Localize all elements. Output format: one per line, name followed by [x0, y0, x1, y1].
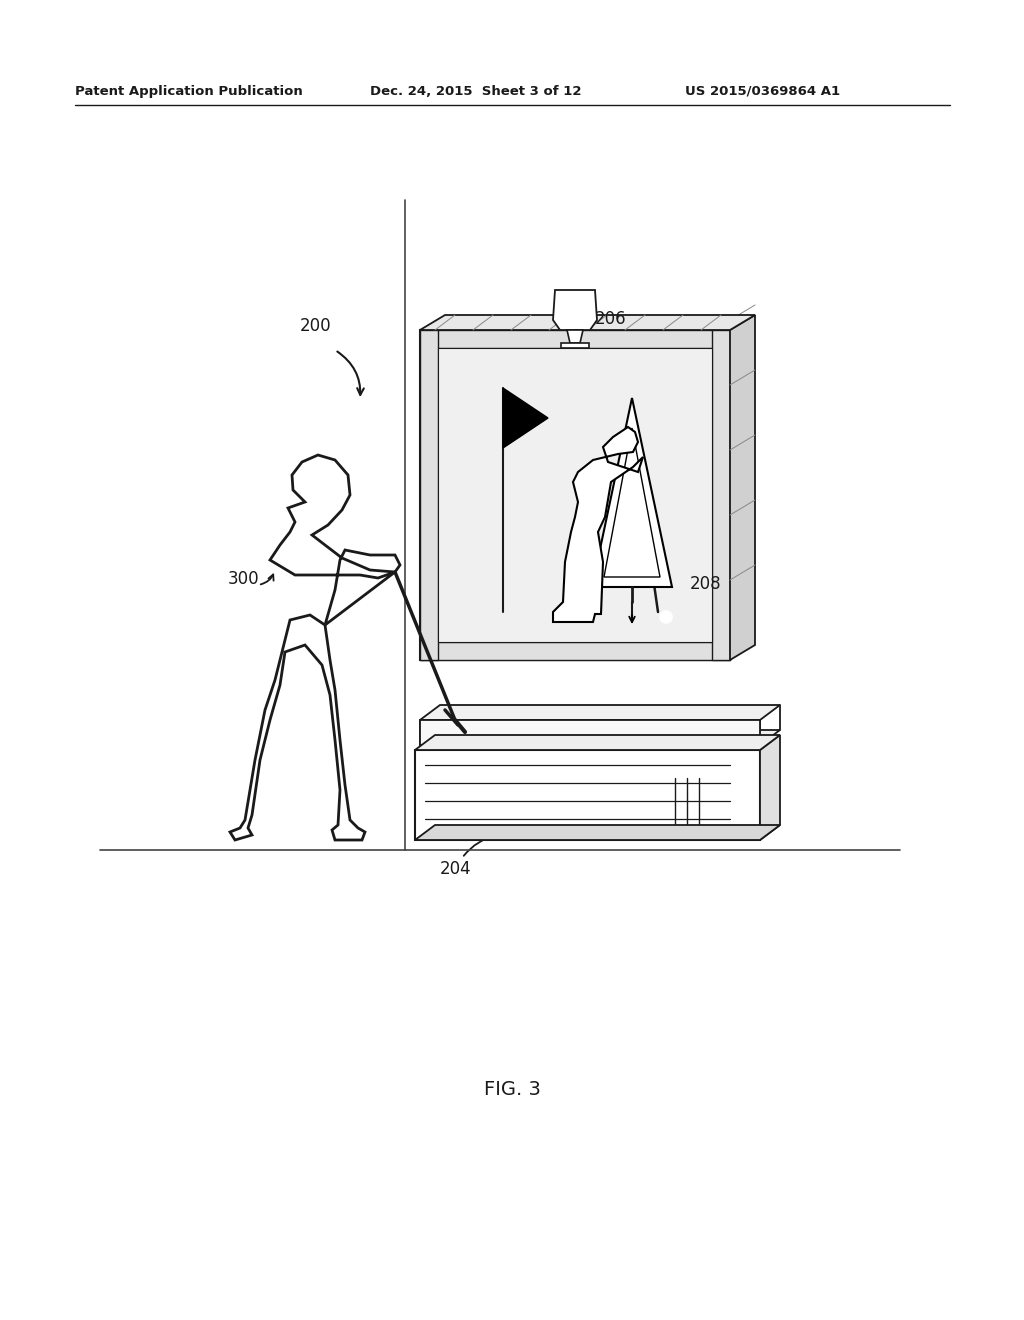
Polygon shape — [415, 825, 780, 840]
Text: 300: 300 — [228, 570, 260, 587]
Circle shape — [694, 779, 726, 810]
Ellipse shape — [540, 696, 660, 721]
Polygon shape — [420, 719, 760, 744]
Polygon shape — [553, 290, 597, 330]
Text: 200: 200 — [300, 317, 332, 335]
Polygon shape — [760, 735, 780, 840]
Polygon shape — [230, 615, 365, 840]
Polygon shape — [604, 428, 660, 577]
FancyArrowPatch shape — [464, 834, 496, 855]
Text: Patent Application Publication: Patent Application Publication — [75, 84, 303, 98]
Polygon shape — [415, 735, 780, 750]
Text: 208: 208 — [690, 576, 722, 593]
Polygon shape — [553, 426, 643, 622]
Circle shape — [563, 298, 587, 322]
Polygon shape — [270, 455, 400, 624]
FancyArrowPatch shape — [583, 326, 593, 335]
FancyArrowPatch shape — [337, 351, 364, 395]
Polygon shape — [420, 730, 780, 744]
FancyArrowPatch shape — [693, 587, 751, 593]
Polygon shape — [415, 750, 760, 840]
Polygon shape — [561, 343, 589, 348]
Polygon shape — [420, 330, 730, 348]
Circle shape — [494, 609, 512, 626]
FancyArrowPatch shape — [261, 574, 273, 585]
Polygon shape — [420, 330, 438, 660]
Text: FIG. 3: FIG. 3 — [483, 1080, 541, 1100]
Polygon shape — [420, 642, 730, 660]
Circle shape — [568, 304, 582, 317]
Text: Dec. 24, 2015  Sheet 3 of 12: Dec. 24, 2015 Sheet 3 of 12 — [370, 84, 582, 98]
Polygon shape — [712, 330, 730, 660]
Polygon shape — [730, 315, 755, 660]
Text: US 2015/0369864 A1: US 2015/0369864 A1 — [685, 84, 840, 98]
Polygon shape — [438, 348, 712, 642]
Polygon shape — [420, 330, 730, 660]
Circle shape — [660, 611, 672, 623]
Polygon shape — [503, 388, 548, 447]
Text: 206: 206 — [595, 310, 627, 327]
Polygon shape — [420, 315, 755, 330]
Polygon shape — [592, 399, 672, 587]
Text: 204: 204 — [440, 861, 472, 878]
Polygon shape — [567, 330, 583, 343]
Polygon shape — [420, 705, 780, 719]
